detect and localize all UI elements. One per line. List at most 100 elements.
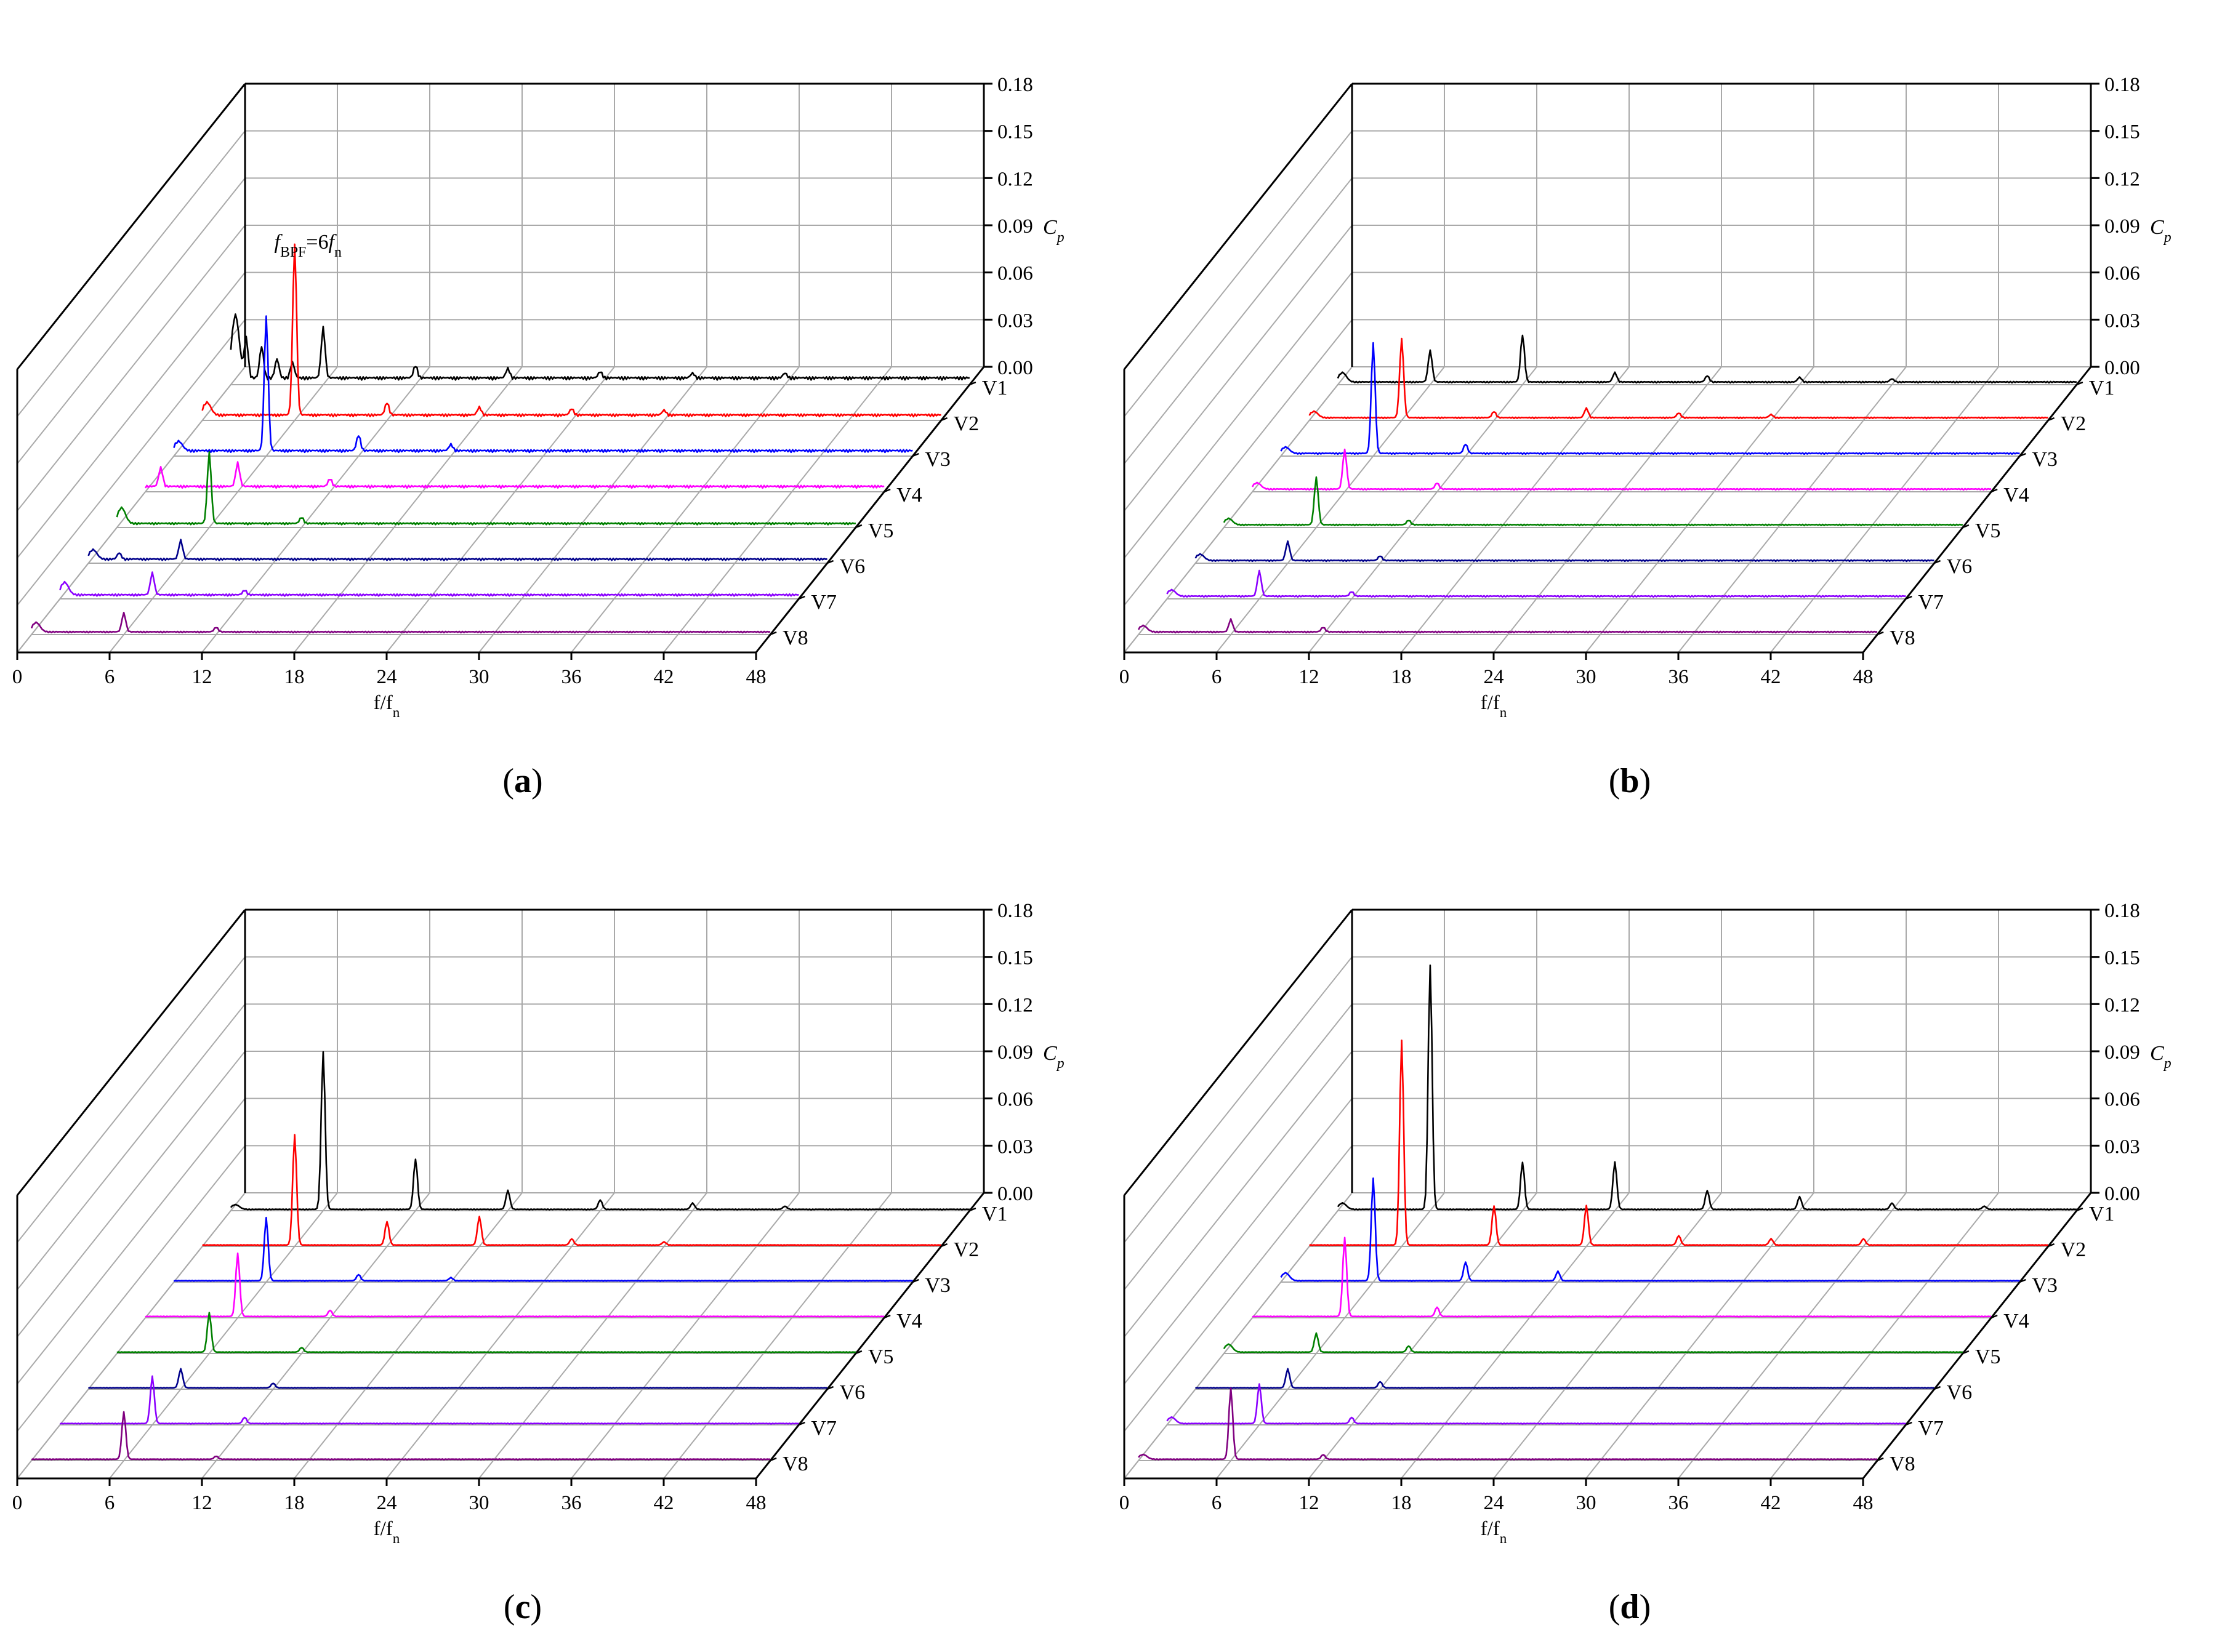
series-label-v7: V7: [811, 591, 837, 614]
z-tick-label: 0.15: [2104, 947, 2140, 969]
x-tick-label: 6: [1212, 666, 1222, 688]
z-axis-label: Cp: [1043, 216, 1065, 246]
series-tick: [1877, 1457, 1884, 1462]
side-grid-line: [1124, 956, 1353, 1243]
panel-caption: (b): [1609, 762, 1651, 800]
floor-grid-line: [1585, 1192, 1814, 1479]
panel-a: 0.00 0.03 0.06 0.09 0.12 0.15 0.18 Cp 0 6 12 18 24 30…: [0, 0, 1107, 826]
bpf-annotation: fBPF=6fn: [275, 231, 342, 260]
series-line-v2: [1309, 1039, 2048, 1246]
x-tick-label: 18: [1391, 666, 1412, 688]
back-wall-grid: [1124, 909, 2091, 1479]
x-tick-label: 24: [377, 666, 397, 688]
x-tick-label: 24: [1484, 1492, 1504, 1514]
x-tick-label: 30: [469, 666, 489, 688]
series-line-v7: [59, 1375, 799, 1425]
series-line-v1: [230, 1051, 970, 1211]
series-line-v1: [1337, 964, 2077, 1211]
series-line-v4: [1252, 1237, 1992, 1318]
series-tick: [1934, 559, 1941, 564]
back-wall-grid: [17, 909, 984, 1479]
series-label-v8: V8: [783, 1453, 808, 1475]
z-tick-label: 0.06: [2104, 1089, 2140, 1111]
back-wall-grid: [17, 83, 984, 653]
floor-grid-line: [1401, 366, 1630, 653]
z-tick-label: 0.12: [997, 168, 1033, 190]
series-line-v2: [1308, 337, 2048, 420]
series-line-v6: [1195, 1368, 1934, 1389]
series-tick: [2048, 417, 2055, 422]
series-line-v3: [173, 315, 913, 454]
z-tick-label: 0.09: [2104, 1041, 2140, 1064]
series-tick: [2048, 1243, 2055, 1248]
side-grid-line: [1124, 319, 1353, 606]
floor-grid-line: [1216, 1192, 1445, 1479]
series-line-v2: [201, 243, 941, 418]
x-tick-label: 6: [105, 1492, 115, 1514]
series-label-v1: V1: [982, 377, 1008, 399]
side-grid-line: [17, 1145, 246, 1432]
floor-grid-line: [109, 1192, 338, 1479]
series-tick: [798, 1421, 805, 1426]
side-grid-line: [17, 1098, 246, 1385]
frame-edge: [16, 83, 246, 370]
floor-grid-line: [1308, 366, 1537, 653]
axis-frame: [16, 82, 985, 654]
series-tick: [941, 1243, 948, 1248]
z-tick-label: 0.09: [997, 215, 1033, 238]
series-tick: [2019, 1278, 2026, 1283]
floor-grid-line: [1678, 366, 1907, 653]
series-label-v6: V6: [840, 1381, 866, 1404]
frame-edge: [1862, 1192, 2092, 1479]
series-tick: [1877, 631, 1884, 636]
floor-grid-line: [1770, 366, 1999, 653]
series-label-v5: V5: [1975, 1345, 2001, 1368]
series-line-v6: [88, 1368, 827, 1389]
series-line-v4: [145, 1252, 885, 1318]
series-label-v5: V5: [868, 519, 894, 542]
z-tick-label: 0.18: [2104, 900, 2140, 922]
side-grid-line: [1124, 1051, 1353, 1337]
series-label-v4: V4: [2003, 1310, 2029, 1333]
series-tick: [1991, 488, 1998, 493]
series-tick: [1962, 1350, 1970, 1355]
x-tick-label: 30: [1576, 1492, 1596, 1514]
series-tick: [855, 1350, 863, 1355]
series-tick: [1905, 595, 1912, 600]
series-tick: [770, 1457, 777, 1462]
side-grid-line: [17, 1051, 246, 1337]
series-line-v8: [31, 1411, 771, 1461]
series-line-v6: [87, 539, 827, 561]
side-grid-line: [1124, 130, 1353, 417]
series-tick: [969, 381, 976, 386]
x-tick-label: 18: [284, 666, 305, 688]
waterfall-chart: 0.00 0.03 0.06 0.09 0.12 0.15 0.18 Cp 0 6 12 18 24 30…: [12, 900, 1065, 1626]
waterfall-chart: 0.00 0.03 0.06 0.09 0.12 0.15 0.18 Cp 0 6 12 18 24 30…: [1119, 900, 2172, 1626]
series-label-v5: V5: [1975, 519, 2001, 542]
series-line-v8: [1138, 1387, 1878, 1461]
x-tick-label: 24: [377, 1492, 397, 1514]
series-label-v2: V2: [2061, 1238, 2087, 1261]
series-line-v8: [1137, 618, 1878, 634]
z-tick-label: 0.09: [2104, 215, 2140, 238]
series-line-v5: [1223, 476, 1963, 527]
z-tick-label: 0.06: [997, 1089, 1033, 1111]
floor-grid-line: [1308, 1192, 1537, 1479]
z-tick-label: 0.12: [997, 994, 1033, 1016]
series-line-v1: [230, 313, 970, 381]
z-tick-label: 0.18: [997, 900, 1033, 922]
floor-grid-line: [478, 366, 707, 653]
series-tick: [1905, 1421, 1912, 1426]
side-grid-line: [1124, 177, 1353, 464]
series-tick: [2076, 1207, 2083, 1212]
z-tick-label: 0.00: [997, 357, 1033, 379]
series-tick: [770, 631, 777, 636]
floor-grid-line: [1493, 366, 1722, 653]
frame-edge: [755, 1192, 985, 1479]
axis-frame: [1123, 908, 2092, 1480]
floor-grid-line: [478, 1192, 707, 1479]
x-tick-label: 48: [1853, 1492, 1874, 1514]
z-axis-label: Cp: [1043, 1042, 1065, 1072]
side-grid-line: [17, 1192, 246, 1479]
